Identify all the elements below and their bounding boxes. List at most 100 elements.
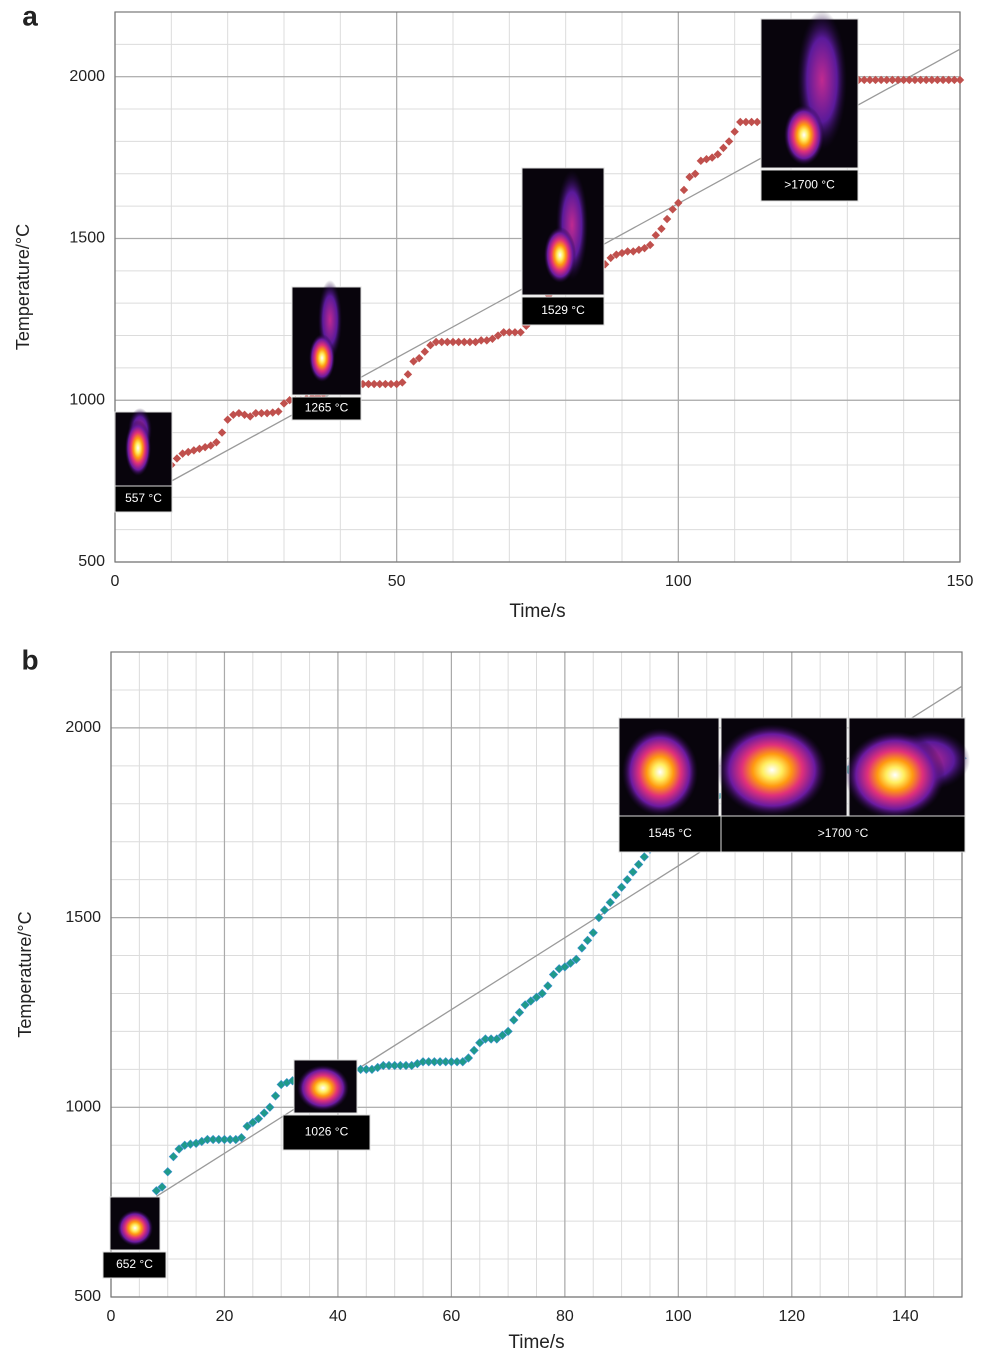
- data-point: [499, 328, 508, 337]
- data-point: [505, 328, 514, 337]
- data-point: [516, 328, 525, 337]
- thermal-core: [717, 724, 827, 816]
- annotation-box: [282, 1114, 371, 1151]
- data-point: [741, 117, 751, 127]
- annotation-box: [760, 169, 859, 202]
- data-point: [645, 240, 655, 250]
- data-point: [565, 958, 576, 968]
- data-point: [629, 247, 638, 256]
- data-point: [531, 992, 542, 1002]
- data-point: [195, 444, 204, 453]
- annotation-box: [720, 815, 966, 853]
- data-point: [571, 954, 581, 964]
- y-tick-label: 1500: [65, 909, 101, 926]
- data-point: [265, 1102, 275, 1112]
- annotation-box: [114, 485, 173, 513]
- thermal-image: [109, 1196, 161, 1251]
- data-point: [257, 408, 266, 418]
- annotation-box: [102, 1251, 167, 1279]
- data-point: [938, 75, 948, 85]
- data-point: [488, 334, 497, 343]
- data-point: [582, 935, 593, 945]
- annotation-box: [291, 396, 362, 421]
- data-point: [753, 117, 762, 127]
- data-point: [882, 75, 891, 85]
- data-point: [514, 1007, 525, 1018]
- data-point: [458, 1057, 468, 1067]
- thermal-image: [293, 1059, 358, 1114]
- annotation-label: 652 °C: [116, 1257, 153, 1271]
- thermal-core: [544, 227, 576, 283]
- x-tick-label: 0: [107, 1308, 116, 1325]
- data-point: [279, 399, 289, 408]
- thermal-core: [784, 105, 824, 165]
- data-point: [242, 1121, 252, 1131]
- data-point: [910, 75, 920, 85]
- data-point: [157, 1182, 167, 1192]
- data-point: [522, 321, 531, 331]
- panel-label: b: [21, 644, 38, 675]
- data-point: [696, 156, 706, 166]
- data-point: [922, 75, 931, 85]
- plot-frame: [110, 651, 963, 1298]
- data-point: [369, 379, 379, 389]
- data-point: [747, 117, 756, 127]
- data-point: [685, 172, 694, 182]
- data-point: [611, 890, 621, 900]
- data-point: [475, 1038, 485, 1048]
- data-point: [386, 379, 396, 389]
- data-point: [612, 250, 621, 259]
- y-tick-label: 500: [78, 553, 105, 570]
- annotation-label: 1545 °C: [648, 826, 692, 840]
- x-tick-label: 20: [216, 1308, 234, 1325]
- data-point: [871, 75, 880, 85]
- data-point: [509, 1015, 519, 1025]
- data-point: [691, 169, 700, 178]
- data-point: [599, 905, 610, 915]
- data-point: [548, 969, 559, 980]
- data-point: [662, 214, 672, 224]
- data-point: [623, 247, 632, 256]
- data-point: [888, 75, 897, 85]
- thermal-image: [717, 717, 848, 817]
- data-point: [510, 328, 520, 337]
- data-point: [375, 379, 384, 389]
- data-point: [497, 1030, 508, 1040]
- data-point: [520, 1000, 530, 1010]
- annotation-label: 1529 °C: [541, 303, 585, 317]
- data-point: [594, 912, 604, 923]
- data-point: [628, 867, 638, 877]
- data-point: [426, 341, 435, 350]
- thermal-core: [117, 1210, 153, 1246]
- data-point: [398, 378, 407, 387]
- y-tick-label: 2000: [65, 719, 101, 736]
- data-point: [469, 1045, 479, 1056]
- data-point: [493, 331, 503, 340]
- annotation-label: 1026 °C: [305, 1125, 349, 1139]
- y-tick-label: 1000: [69, 391, 105, 408]
- data-point: [606, 253, 615, 263]
- x-tick-label: 120: [778, 1308, 805, 1325]
- data-point: [200, 442, 210, 452]
- data-point: [465, 337, 475, 347]
- data-point: [476, 336, 486, 345]
- y-tick-label: 500: [74, 1288, 101, 1305]
- data-point: [262, 408, 272, 418]
- annotation-box: [618, 815, 722, 853]
- data-point: [217, 428, 227, 437]
- data-point: [651, 231, 660, 240]
- thermal-core: [297, 1065, 349, 1111]
- data-point: [212, 438, 221, 447]
- data-point: [657, 224, 666, 233]
- data-point: [955, 75, 965, 85]
- data-point: [364, 379, 373, 389]
- data-point: [724, 137, 734, 146]
- data-point: [259, 1108, 269, 1118]
- thermal-core: [125, 420, 151, 476]
- data-point: [899, 75, 908, 85]
- data-point: [431, 337, 441, 347]
- annotation-box: [521, 296, 605, 326]
- thermal-image: [618, 717, 720, 817]
